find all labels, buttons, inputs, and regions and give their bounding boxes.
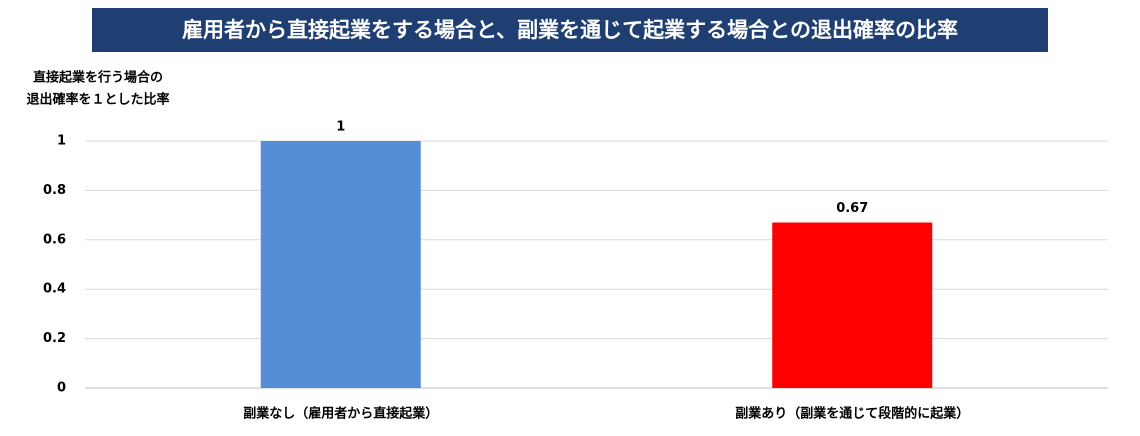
- y-tick-label: 0.8: [43, 183, 66, 198]
- x-tick-label: 副業あり（副業を通じて段階的に起業）: [735, 406, 969, 422]
- bar: [772, 222, 933, 388]
- x-tick-label: 副業なし（雇用者から直接起業）: [243, 406, 438, 422]
- y-tick-label: 1: [57, 134, 66, 149]
- y-tick-label: 0: [57, 381, 66, 396]
- bar: [260, 141, 421, 388]
- chart-title: 雇用者から直接起業をする場合と、副業を通じて起業する場合との退出確率の比率: [182, 18, 958, 42]
- y-tick-label: 0.4: [43, 282, 66, 297]
- value-label: 0.67: [836, 201, 868, 216]
- y-axis-label: 退出確率を１とした比率: [26, 92, 169, 108]
- title-banner: [92, 8, 1048, 52]
- y-axis-label: 直接起業を行う場合の: [33, 70, 163, 86]
- value-label: 1: [336, 120, 345, 135]
- y-tick-label: 0.2: [43, 331, 66, 346]
- y-tick-label: 0.6: [43, 232, 66, 247]
